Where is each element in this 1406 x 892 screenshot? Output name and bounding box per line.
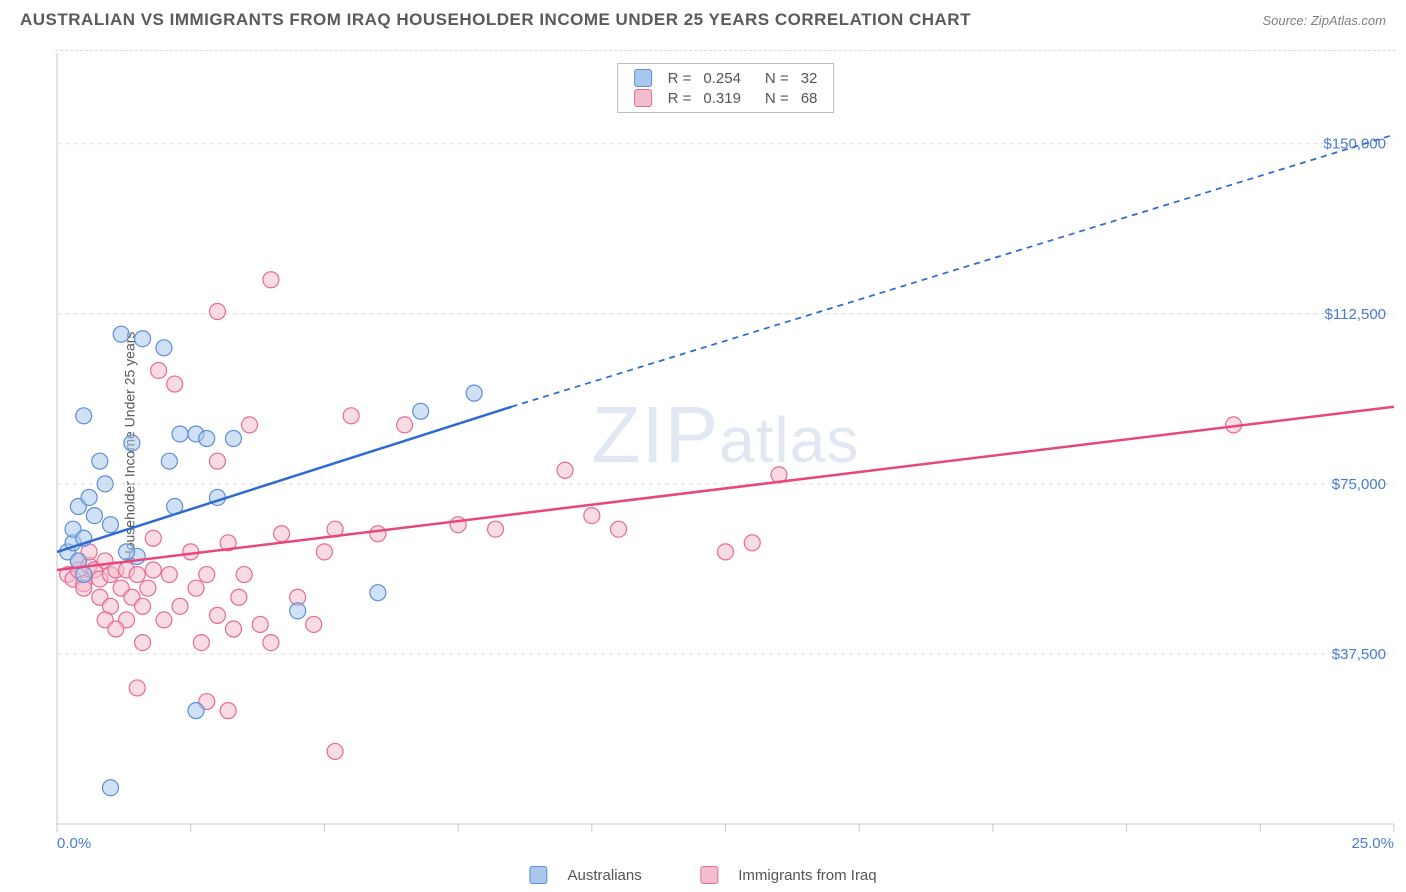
r-value-australians: 0.254 — [697, 68, 747, 88]
svg-text:$150,000: $150,000 — [1323, 136, 1386, 153]
title-bar: AUSTRALIAN VS IMMIGRANTS FROM IRAQ HOUSE… — [0, 0, 1406, 38]
source-attribution: Source: ZipAtlas.com — [1262, 13, 1386, 28]
swatch-australians — [634, 69, 652, 87]
swatch-australians — [529, 866, 547, 884]
svg-text:$112,500: $112,500 — [1325, 306, 1386, 323]
correlation-legend: R = 0.254 N = 32 R = 0.319 N = 68 — [617, 63, 835, 113]
swatch-iraq — [700, 866, 718, 884]
chart-area: $37,500$75,000$112,500$150,0000.0%25.0% … — [55, 50, 1396, 852]
legend-row-australians: R = 0.254 N = 32 — [628, 68, 824, 88]
n-label: N = — [759, 88, 795, 108]
r-value-iraq: 0.319 — [697, 88, 747, 108]
r-label: R = — [662, 88, 698, 108]
legend-label-australians: Australians — [568, 867, 642, 884]
svg-text:$75,000: $75,000 — [1332, 476, 1386, 493]
series-legend: Australians Immigrants from Iraq — [521, 866, 884, 884]
legend-row-iraq: R = 0.319 N = 68 — [628, 88, 824, 108]
legend-label-iraq: Immigrants from Iraq — [738, 867, 876, 884]
chart-title: AUSTRALIAN VS IMMIGRANTS FROM IRAQ HOUSE… — [20, 10, 971, 30]
svg-text:$37,500: $37,500 — [1332, 646, 1386, 663]
n-value-australians: 32 — [795, 68, 824, 88]
r-label: R = — [662, 68, 698, 88]
source-name: ZipAtlas.com — [1311, 13, 1386, 28]
scatter-plot: $37,500 $75,000 $112,500 $150,000 0.0% 25.0% — [55, 51, 1396, 852]
svg-text:0.0%: 0.0% — [57, 835, 91, 852]
n-label: N = — [759, 68, 795, 88]
svg-text:25.0%: 25.0% — [1351, 835, 1394, 852]
source-prefix: Source: — [1262, 13, 1310, 28]
n-value-iraq: 68 — [795, 88, 824, 108]
swatch-iraq — [634, 89, 652, 107]
